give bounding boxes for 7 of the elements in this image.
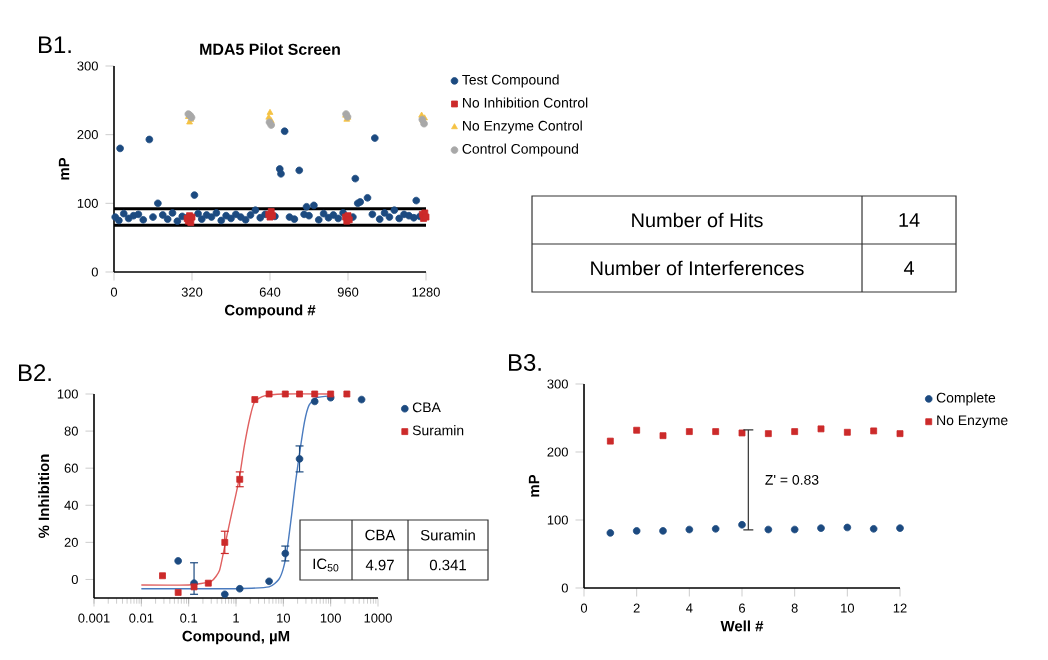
text: Number of Interferences [591, 260, 804, 276]
text: Number of Hits [632, 212, 763, 228]
text: B2. [19, 364, 51, 381]
text: 4 [903, 261, 914, 275]
text: B1. [39, 36, 71, 53]
text: B3. [509, 354, 541, 371]
text: 14 [899, 213, 920, 227]
